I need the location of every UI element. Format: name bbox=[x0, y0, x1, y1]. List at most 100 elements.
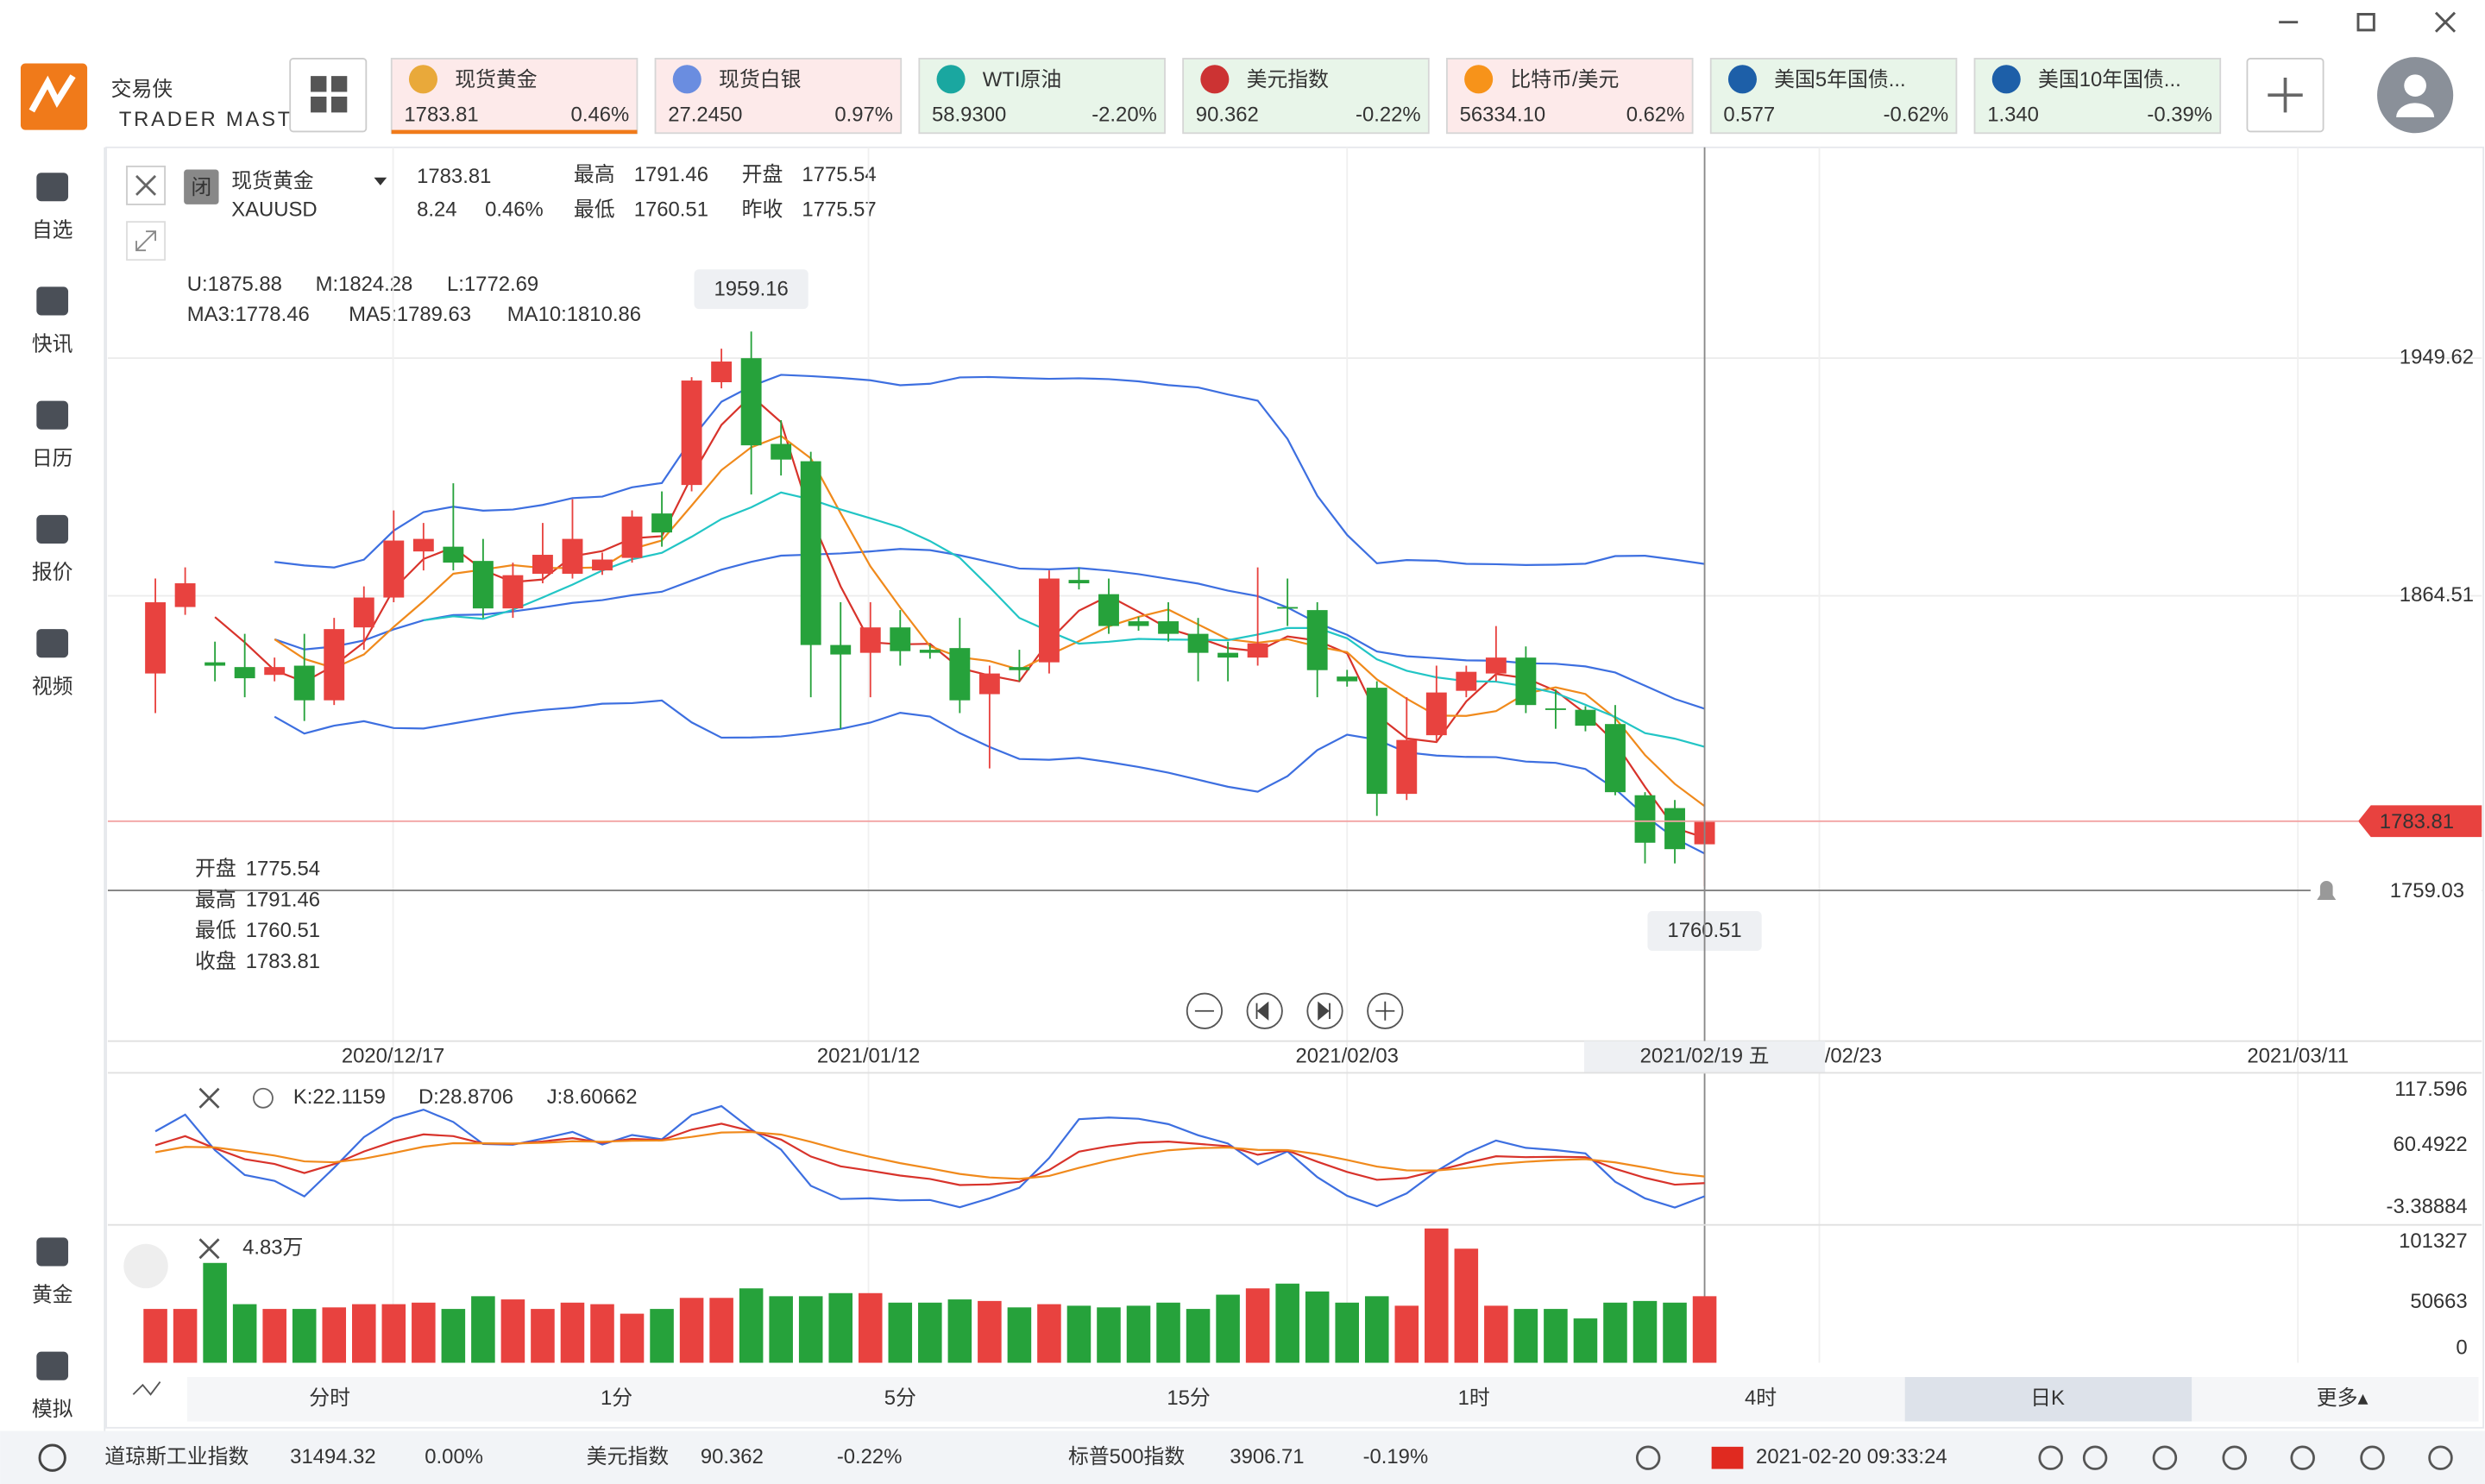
sidebar-icon[interactable] bbox=[36, 173, 69, 202]
sidebar-icon[interactable] bbox=[36, 1351, 69, 1380]
dropdown[interactable] bbox=[374, 177, 387, 186]
ticker-card[interactable] bbox=[1446, 58, 1694, 135]
volume-bar bbox=[143, 1309, 167, 1363]
volume-bar bbox=[262, 1309, 286, 1363]
toolbar-icon[interactable] bbox=[2360, 1445, 2385, 1470]
ma-legend: MA3:1778.46 bbox=[187, 303, 310, 326]
bell-icon[interactable] bbox=[2317, 880, 2337, 901]
volume-bar bbox=[590, 1304, 614, 1363]
volume-bar bbox=[1275, 1283, 1299, 1363]
volume-bar bbox=[1484, 1305, 1508, 1363]
sidebar-icon[interactable] bbox=[36, 1237, 69, 1267]
ticker-change: 0.62% bbox=[1626, 103, 1685, 126]
last-price-tag bbox=[2357, 805, 2482, 838]
boll-legend: M:1824.28 bbox=[316, 273, 413, 296]
ticker-name: 现货黄金 bbox=[455, 68, 538, 91]
candle-body bbox=[771, 443, 792, 460]
volume-close[interactable] bbox=[198, 1238, 220, 1260]
quote-pct: 0.46% bbox=[485, 198, 544, 222]
candle-body bbox=[1337, 676, 1358, 682]
toolbar-icon[interactable] bbox=[2290, 1445, 2315, 1470]
volume-bar bbox=[500, 1299, 525, 1363]
candle-body bbox=[383, 540, 405, 598]
field-value: 1775.54 bbox=[802, 163, 876, 186]
toolbar-icon[interactable] bbox=[1635, 1445, 1661, 1470]
volume-bar bbox=[1603, 1302, 1627, 1363]
candle-body bbox=[592, 559, 613, 571]
candle-body bbox=[978, 673, 1000, 695]
volume-bar bbox=[1097, 1307, 1121, 1363]
volume-bar bbox=[1544, 1309, 1568, 1363]
volume-bar bbox=[1394, 1305, 1419, 1363]
sidebar-icon[interactable] bbox=[36, 514, 69, 544]
volume-bar bbox=[1633, 1300, 1658, 1363]
toolbar-icon[interactable] bbox=[2082, 1445, 2108, 1470]
volume-bar bbox=[1007, 1307, 1032, 1363]
badge bbox=[184, 169, 219, 204]
kdj-close[interactable] bbox=[198, 1087, 220, 1109]
y-tick-label: 1864.51 bbox=[2400, 583, 2474, 607]
window-controls[interactable] bbox=[2279, 11, 2457, 33]
volume-bar bbox=[769, 1296, 793, 1363]
nav-icon bbox=[1318, 1001, 1331, 1021]
tip-value: 1783.81 bbox=[246, 950, 320, 973]
footer-datetime: 2021-02-20 09:33:24 bbox=[1756, 1445, 1947, 1468]
y-tick-label: 1949.62 bbox=[2400, 345, 2474, 368]
candle-body bbox=[1306, 610, 1328, 670]
tab: 4时 bbox=[1745, 1387, 1777, 1410]
sidebar-label: 黄金 bbox=[32, 1284, 73, 1307]
sidebar-label: 快讯 bbox=[32, 333, 73, 356]
candle-body bbox=[174, 583, 196, 607]
candle-body bbox=[293, 665, 315, 701]
field-label: 昨收 bbox=[742, 198, 783, 222]
footer-item: -0.19% bbox=[1363, 1445, 1429, 1468]
candle-body bbox=[681, 380, 702, 486]
ticker-price: 58.9300 bbox=[932, 103, 1006, 126]
sidebar-icon[interactable] bbox=[36, 400, 69, 430]
chart-frame bbox=[105, 146, 2484, 1429]
support-icon[interactable] bbox=[38, 1443, 66, 1472]
ma-line bbox=[423, 491, 1705, 748]
volume-bar bbox=[352, 1304, 376, 1363]
volume-bar bbox=[1425, 1228, 1449, 1363]
candle-body bbox=[324, 629, 345, 701]
badge-text: 闭 bbox=[191, 176, 211, 199]
field-value: 1760.51 bbox=[634, 198, 708, 222]
toolbar-icon[interactable] bbox=[2222, 1445, 2247, 1470]
footer-item: 0.00% bbox=[425, 1445, 483, 1468]
candle-body bbox=[1187, 633, 1209, 653]
candle-body bbox=[145, 602, 167, 674]
grid-button[interactable] bbox=[289, 58, 368, 133]
ticker-name: 美国5年国债... bbox=[1774, 68, 1905, 91]
sidebar-label: 日历 bbox=[32, 447, 73, 470]
candle-body bbox=[890, 627, 911, 651]
volume-bar bbox=[709, 1298, 733, 1363]
ticker-icon bbox=[408, 65, 437, 94]
sidebar-icon[interactable] bbox=[36, 286, 69, 316]
flag-icon bbox=[1711, 1446, 1744, 1469]
volume-bar bbox=[322, 1307, 347, 1363]
volume-bar bbox=[1126, 1305, 1151, 1363]
candle-body bbox=[1634, 795, 1656, 843]
x-tick-label: 2021/02/03 bbox=[1296, 1044, 1399, 1067]
tab: 分时 bbox=[309, 1387, 350, 1410]
volume-bar bbox=[381, 1304, 406, 1363]
toolbar-icon[interactable] bbox=[2152, 1445, 2178, 1470]
kdj-settings[interactable] bbox=[253, 1087, 274, 1109]
max-label: 1959.16 bbox=[714, 277, 789, 300]
volume-bar bbox=[679, 1298, 704, 1363]
tip-value: 1791.46 bbox=[246, 888, 320, 911]
ticker-change: -0.62% bbox=[1884, 103, 1949, 126]
candle-body bbox=[1247, 643, 1268, 658]
quote-name: 现货黄金 bbox=[231, 170, 314, 193]
ticker-price: 0.577 bbox=[1723, 103, 1775, 126]
candle-body bbox=[1158, 621, 1179, 634]
toolbar-icon[interactable] bbox=[2428, 1445, 2453, 1470]
sidebar-icon[interactable] bbox=[36, 629, 69, 658]
toolbar-icon[interactable] bbox=[2038, 1445, 2063, 1470]
volume-mode-button[interactable] bbox=[123, 1243, 168, 1289]
tab-active bbox=[1904, 1377, 2192, 1422]
volume-tick-label: 50663 bbox=[2410, 1290, 2467, 1313]
indicator-icon[interactable] bbox=[132, 1380, 161, 1396]
footer-item: 标普500指数 bbox=[1068, 1445, 1185, 1468]
